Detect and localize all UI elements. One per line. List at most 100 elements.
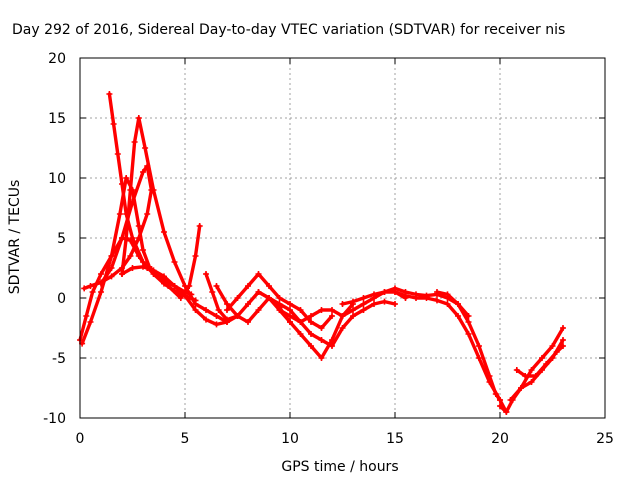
data-point	[213, 283, 220, 289]
data-point	[423, 295, 430, 301]
data-point	[203, 316, 209, 323]
data-point	[318, 337, 325, 343]
data-point	[144, 163, 151, 169]
data-point	[434, 289, 440, 295]
data-point	[83, 313, 90, 319]
series-sat-q	[513, 343, 566, 379]
data-point	[381, 289, 388, 295]
data-point	[455, 313, 461, 319]
grid	[80, 58, 605, 418]
data-point	[329, 343, 335, 349]
data-point	[497, 403, 503, 409]
data-point	[234, 313, 241, 319]
data-point	[522, 373, 529, 379]
data-point	[110, 121, 117, 127]
y-tick-label: 15	[48, 111, 66, 127]
data-point	[308, 313, 314, 319]
data-point	[135, 235, 142, 241]
data-point	[215, 307, 222, 313]
series-line	[435, 290, 502, 402]
data-point	[287, 319, 293, 325]
x-tick-label: 10	[281, 431, 299, 447]
y-tick-label: 0	[57, 291, 66, 307]
data-point	[119, 265, 125, 271]
data-point	[553, 349, 560, 355]
data-point	[476, 355, 482, 361]
data-point	[276, 307, 283, 313]
data-point	[245, 283, 251, 289]
x-tick-label: 0	[76, 431, 85, 447]
data-point	[213, 313, 220, 319]
data-point	[513, 367, 520, 373]
data-point	[161, 273, 167, 280]
data-point	[532, 373, 539, 379]
data-point	[171, 283, 178, 289]
data-point	[413, 295, 419, 301]
data-point	[108, 265, 115, 271]
data-point	[119, 271, 125, 277]
x-tick-label: 20	[491, 431, 509, 447]
data-point	[135, 115, 142, 121]
data-point	[434, 297, 440, 304]
data-point	[106, 91, 113, 97]
x-axis-title: GPS time / hours	[281, 459, 398, 475]
series-line	[256, 290, 397, 348]
data-point	[297, 319, 304, 325]
data-point	[308, 343, 314, 349]
y-tick-label: 20	[48, 51, 66, 67]
data-point	[129, 199, 136, 205]
series-layer	[77, 91, 566, 415]
data-point	[549, 343, 556, 349]
data-point	[402, 292, 409, 299]
data-point	[350, 307, 356, 313]
data-point	[135, 223, 142, 229]
series-line	[120, 116, 229, 324]
x-tick-labels: 0 5 10 15 20 25	[76, 431, 614, 447]
data-point	[455, 301, 461, 307]
data-point	[318, 325, 325, 331]
data-point	[87, 319, 94, 325]
data-point	[108, 253, 115, 259]
data-point	[127, 253, 134, 259]
data-point	[148, 187, 155, 193]
data-point	[123, 175, 130, 181]
data-point	[98, 271, 104, 277]
data-point	[444, 291, 451, 298]
axis-ticks	[79, 57, 606, 419]
data-point	[87, 283, 94, 289]
data-point	[497, 397, 503, 403]
data-point	[196, 223, 203, 229]
data-point	[129, 265, 136, 271]
series-sat-e	[81, 163, 155, 292]
series-sat-i	[224, 271, 335, 331]
data-point	[245, 319, 251, 325]
data-point	[150, 267, 157, 274]
data-point	[192, 301, 199, 307]
data-point	[381, 298, 388, 305]
data-point	[209, 289, 216, 295]
series-sat-l	[339, 285, 472, 319]
data-point	[192, 307, 199, 313]
data-point	[360, 295, 367, 301]
data-point	[339, 325, 346, 331]
data-point	[543, 361, 550, 367]
data-point	[287, 301, 293, 307]
data-point	[276, 301, 283, 307]
data-point	[127, 187, 134, 193]
y-axis-title: SDTVAR / TECUs	[7, 180, 23, 295]
x-tick-label: 5	[181, 431, 190, 447]
data-point	[192, 253, 199, 259]
data-point	[266, 295, 272, 301]
data-point	[144, 211, 151, 217]
data-point	[287, 307, 293, 313]
data-point	[182, 292, 188, 299]
data-point	[266, 283, 272, 289]
data-point	[297, 331, 304, 337]
data-point	[560, 343, 566, 349]
data-point	[81, 285, 88, 292]
series-sat-n	[434, 289, 503, 403]
data-point	[329, 313, 335, 319]
data-point	[371, 301, 377, 307]
data-point	[360, 307, 367, 313]
